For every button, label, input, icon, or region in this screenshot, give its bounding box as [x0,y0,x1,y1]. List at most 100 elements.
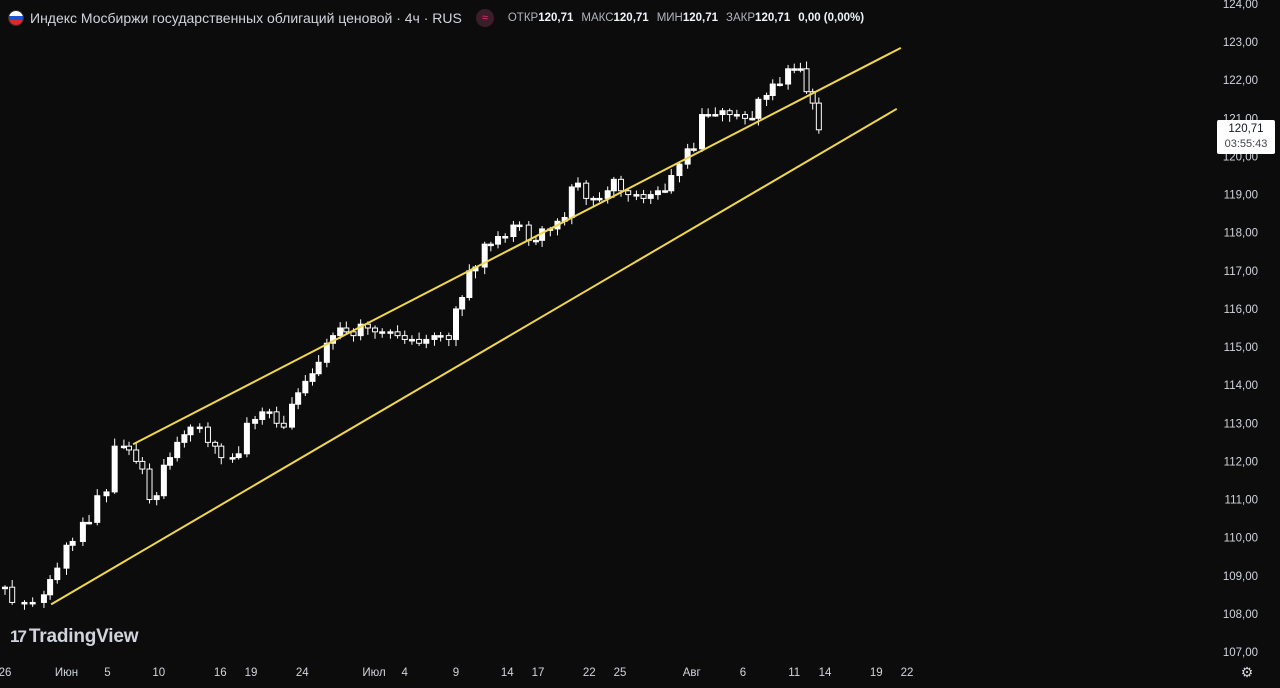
close-label: ЗАКР [726,12,756,24]
x-tick-label: 9 [453,667,459,679]
candle-body [394,331,401,337]
candle-body [111,445,118,493]
y-tick-label: 118,00 [1224,228,1258,240]
candle-body [532,239,539,243]
candle-body [401,335,408,340]
trend-channel[interactable] [50,46,902,606]
candle-body [633,194,640,197]
candle-body [431,335,438,340]
x-tick-label: Июл [362,667,385,679]
x-tick-label: 6 [740,667,746,679]
low-value: 120,71 [682,12,719,24]
candle-body [280,422,287,428]
x-tick-label: 5 [104,667,110,679]
russia-flag-icon [8,10,24,26]
x-tick-label: Авг [683,667,701,679]
candle-body [625,190,632,196]
candle-body [212,441,219,447]
candle-body [357,323,364,337]
y-tick-label: 107,00 [1223,647,1258,659]
y-tick-label: 115,00 [1224,342,1258,354]
last-price: 120,71 [1228,123,1264,135]
candle-body [719,110,726,116]
candle-body [510,224,517,238]
candle-body [9,586,16,603]
low-label: МИН [656,12,683,24]
candle-body [133,449,140,462]
candle-body [252,418,259,424]
last-price-badge: 120,71 03:55:43 [1217,120,1275,154]
candle-body [797,68,804,71]
candle-body [749,117,756,121]
candle-body [785,68,792,85]
candle-body [167,457,174,466]
symbol-title[interactable]: Индекс Мосбиржи государственных облигаци… [30,10,462,26]
y-tick-label: 114,00 [1224,380,1258,392]
y-tick-label: 122,00 [1223,75,1258,87]
candle-body [574,182,581,188]
candle-body [196,426,203,430]
candle-body [712,114,719,117]
candle-body [139,460,146,470]
close-value: 120,71 [755,12,791,24]
candle-body [769,83,776,96]
x-tick-label: 22 [583,667,596,679]
candle-body [54,567,61,581]
x-tick-label: 19 [245,667,258,679]
candle-body [437,335,444,338]
candle-body [676,163,683,177]
candle-body [302,380,309,394]
candle-body [229,457,236,460]
y-tick-label: 111,00 [1225,495,1258,507]
candle-body [379,331,386,334]
candle-body [387,331,394,334]
candles [2,61,822,610]
candle-body [126,445,133,451]
x-tick-label: 19 [870,667,883,679]
candle-body [690,148,697,151]
candle-body [273,411,280,424]
y-tick-label: 108,00 [1223,609,1258,621]
candle-body [423,338,430,344]
candle-body [742,114,749,119]
y-tick-label: 117,00 [1224,266,1258,278]
y-tick-label: 116,00 [1224,304,1258,316]
candle-body [372,327,379,333]
candle-body [568,186,575,218]
x-tick-label: 26 [0,667,11,679]
candle-body [791,68,798,71]
candle-body [763,94,770,100]
candle-body [495,236,502,245]
y-tick-label: 112,00 [1224,456,1258,468]
candle-body [610,178,617,192]
x-tick-label: 16 [214,667,227,679]
x-tick-label: 11 [788,667,800,679]
candle-body [63,544,70,569]
tradingview-logo[interactable]: 17 TradingView [10,626,138,648]
x-tick-label: 24 [296,667,309,679]
candle-body [94,495,101,523]
x-tick-label: 17 [532,667,545,679]
candle-body [699,114,705,150]
candle-body [343,327,350,333]
time-axis[interactable]: 26 Июн 5 10 16 19 24 Июл 4 9 14 17 22 25 Авг 6 11 14 19 22 [0,667,913,679]
wave-icon[interactable]: ≈ [475,9,494,27]
candle-body [726,110,733,116]
candle-body [86,521,93,525]
x-tick-label: 10 [152,667,165,679]
y-tick-label: 124,00 [1223,0,1258,11]
candle-body [40,594,47,603]
candle-body [733,114,740,117]
candle-body [337,327,344,337]
candle-body [79,521,86,542]
candle-body [2,586,8,590]
ohlc-values: ОТКР120,71 МАКС120,71 МИН120,71 ЗАКР120,… [508,12,864,24]
price-axis[interactable]: 107,00 108,00 109,00 110,00 111,00 112,00 113,… [1223,0,1258,659]
y-tick-label: 109,00 [1223,571,1258,583]
candle-body [289,403,295,428]
tradingview-logo-mark: 17 [10,627,27,646]
candle-body [662,190,669,193]
settings-gear-icon[interactable]: ⚙ [1240,664,1254,680]
